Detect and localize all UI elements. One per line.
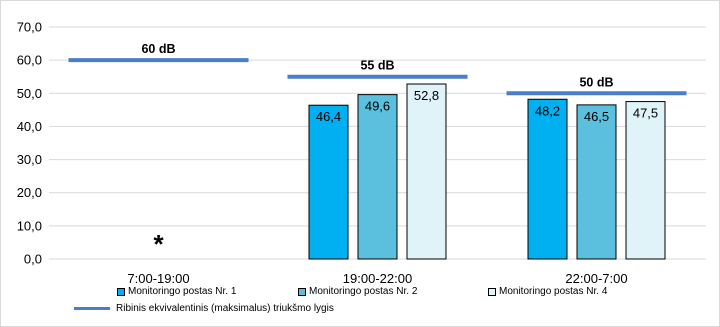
y-tick-label: 70,0 (17, 20, 42, 35)
legend-swatch-post-4 (488, 287, 496, 296)
legend-item-post-1: Monitoringo postas Nr. 1 (117, 286, 236, 297)
data-label: 48,2 (535, 103, 560, 118)
legend-label-post-1: Monitoringo postas Nr. 1 (128, 286, 237, 297)
reference-line-label: 60 dB (141, 42, 175, 56)
bar (576, 104, 617, 260)
data-label: 46,4 (316, 109, 341, 124)
legend-line-reference (74, 307, 110, 310)
legend-swatch-post-1 (117, 287, 125, 296)
y-tick-label: 20,0 (17, 185, 42, 200)
category-label: 22:00-7:00 (565, 271, 627, 286)
data-label: 47,5 (633, 106, 658, 121)
y-tick-label: 0,0 (24, 252, 42, 267)
legend-swatch-post-2 (298, 287, 306, 296)
legend-item-post-2: Monitoringo postas Nr. 2 (298, 286, 417, 297)
data-label: 52,8 (414, 88, 439, 103)
bar (625, 101, 666, 260)
no-data-annotation: * (153, 229, 164, 259)
category-label: 7:00-19:00 (127, 271, 189, 286)
y-tick-label: 40,0 (17, 119, 42, 134)
y-tick-label: 30,0 (17, 152, 42, 167)
noise-level-bar-chart: 0,0 10,0 20,0 30,0 40,0 50,0 60,0 70,0 7:00-19:0… (17, 20, 706, 286)
legend-label-post-4: Monitoringo postas Nr. 4 (499, 286, 608, 297)
y-tick-label: 10,0 (17, 218, 42, 233)
data-label: 46,5 (584, 109, 609, 124)
y-tick-label: 50,0 (17, 86, 42, 101)
bar (527, 98, 568, 260)
reference-line-label: 50 dB (579, 75, 613, 89)
legend-label-post-2: Monitoringo postas Nr. 2 (309, 286, 418, 297)
reference-line-label: 55 dB (360, 59, 394, 73)
bar (308, 104, 349, 260)
category-label: 19:00-22:00 (343, 271, 412, 286)
y-tick-label: 60,0 (17, 53, 42, 68)
bar (357, 94, 398, 260)
data-label: 49,6 (365, 99, 390, 114)
legend-item-reference-line: Ribinis ekvivalentinis (maksimalus) triu… (74, 303, 334, 314)
bar (406, 83, 447, 260)
legend-label-reference: Ribinis ekvivalentinis (maksimalus) triu… (116, 303, 334, 314)
legend-item-post-4: Monitoringo postas Nr. 4 (488, 286, 607, 297)
